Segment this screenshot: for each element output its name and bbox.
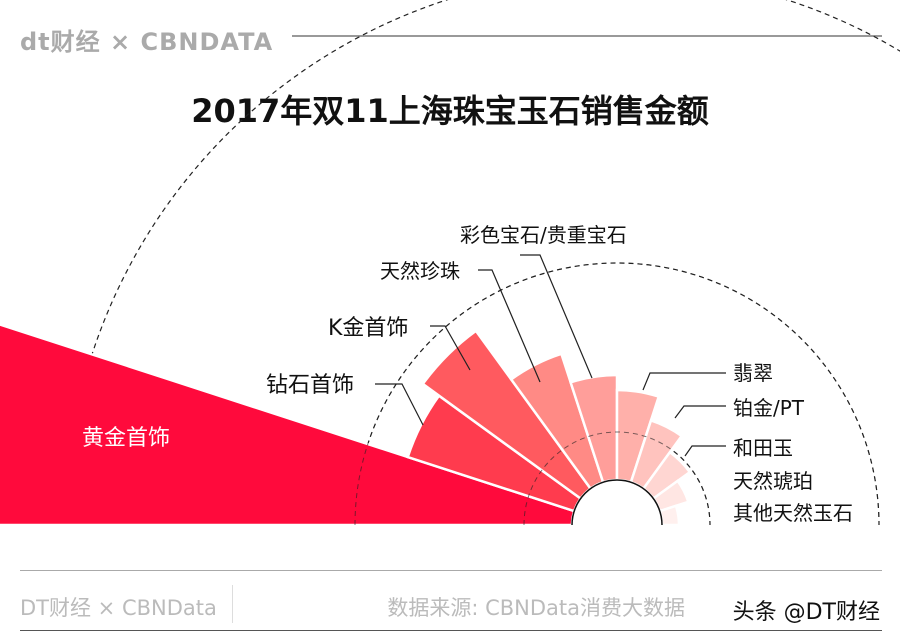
label-1: 钻石首饰 xyxy=(266,373,354,398)
leader-line-1 xyxy=(375,383,424,426)
label-8: 天然琥珀 xyxy=(733,469,813,493)
data-source: 数据来源: CBNData消费大数据 xyxy=(387,596,685,620)
footer-divider-top xyxy=(20,570,882,571)
leader-line-6 xyxy=(674,405,726,419)
leader-line-7 xyxy=(684,445,726,457)
header-divider xyxy=(292,35,882,37)
label-5: 翡翠 xyxy=(733,361,773,385)
footer-brand: DT财经 × CBNData xyxy=(20,596,217,620)
label-0: 黄金首饰 xyxy=(82,426,170,451)
chart-title: 2017年双11上海珠宝玉石销售金额 xyxy=(191,92,709,130)
leader-line-3 xyxy=(478,269,541,383)
footer-separator xyxy=(232,585,233,623)
grid-arc-overlay-1 xyxy=(354,262,880,526)
brand-logo: dt财经 × CBNDATA xyxy=(20,28,274,56)
leader-line-2 xyxy=(430,325,471,371)
watermark: 头条 @DT财经 xyxy=(732,600,880,625)
grid-arc-overlay-0 xyxy=(523,431,711,526)
leader-line-5 xyxy=(642,372,726,391)
label-2: K金首饰 xyxy=(328,316,408,341)
label-6: 铂金/PT xyxy=(733,396,805,420)
label-9: 其他天然玉石 xyxy=(733,501,853,525)
label-4: 彩色宝石/贵重宝石 xyxy=(460,223,627,247)
label-7: 和田玉 xyxy=(733,436,793,460)
footer-divider-bottom xyxy=(20,630,882,631)
center-hole xyxy=(571,479,663,526)
leader-line-4 xyxy=(520,254,593,379)
label-3: 天然珍珠 xyxy=(380,259,460,283)
